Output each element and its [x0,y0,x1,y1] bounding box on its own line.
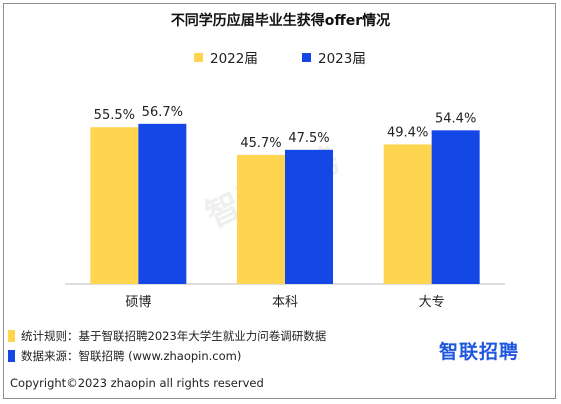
bar-2023-0 [138,123,187,285]
legend-swatch-2022 [194,52,203,62]
footer-swatch-yellow [8,330,15,342]
bar-2022-1 [237,154,285,284]
legend-swatch-2023 [302,52,311,62]
footer-note-source: 数据来源：智联招聘 (www.zhaopin.com) [8,348,241,364]
category-label-1: 本科 [272,295,298,310]
chart-title: 不同学历应届毕业生获得offer情况 [170,13,391,29]
footer-note-rules-text: 统计规则：基于智联招聘2023年大学生就业力问卷调研数据 [21,329,327,343]
bar-2022-2 [383,144,432,284]
bar-2023-2 [431,130,480,284]
legend-item-2023: 2023届 [302,47,366,67]
footer-swatch-blue [8,350,15,362]
data-label-2022-1: 45.7% [240,136,281,151]
copyright-text: Copyright©2023 zhaopin all rights reserv… [10,376,264,390]
data-label-2022-2: 49.4% [387,125,428,140]
bar-2023-1 [285,149,333,284]
data-label-2023-0: 56.7% [142,105,183,120]
category-label-0: 硕博 [125,295,151,310]
category-label-2: 大专 [419,295,445,310]
legend-label-2023: 2023届 [318,51,366,67]
bar-2022-0 [90,127,139,284]
data-label-2023-2: 54.4% [435,111,476,126]
legend-item-2022: 2022届 [194,47,258,67]
data-label-2023-1: 47.5% [288,131,329,146]
legend-label-2022: 2022届 [210,51,258,67]
data-label-2022-0: 55.5% [94,108,135,123]
footer-note-rules: 统计规则：基于智联招聘2023年大学生就业力问卷调研数据 [8,328,326,344]
footer-note-source-text: 数据来源：智联招聘 (www.zhaopin.com) [21,349,242,363]
zhaopin-logo: 智联招聘 [439,341,520,363]
